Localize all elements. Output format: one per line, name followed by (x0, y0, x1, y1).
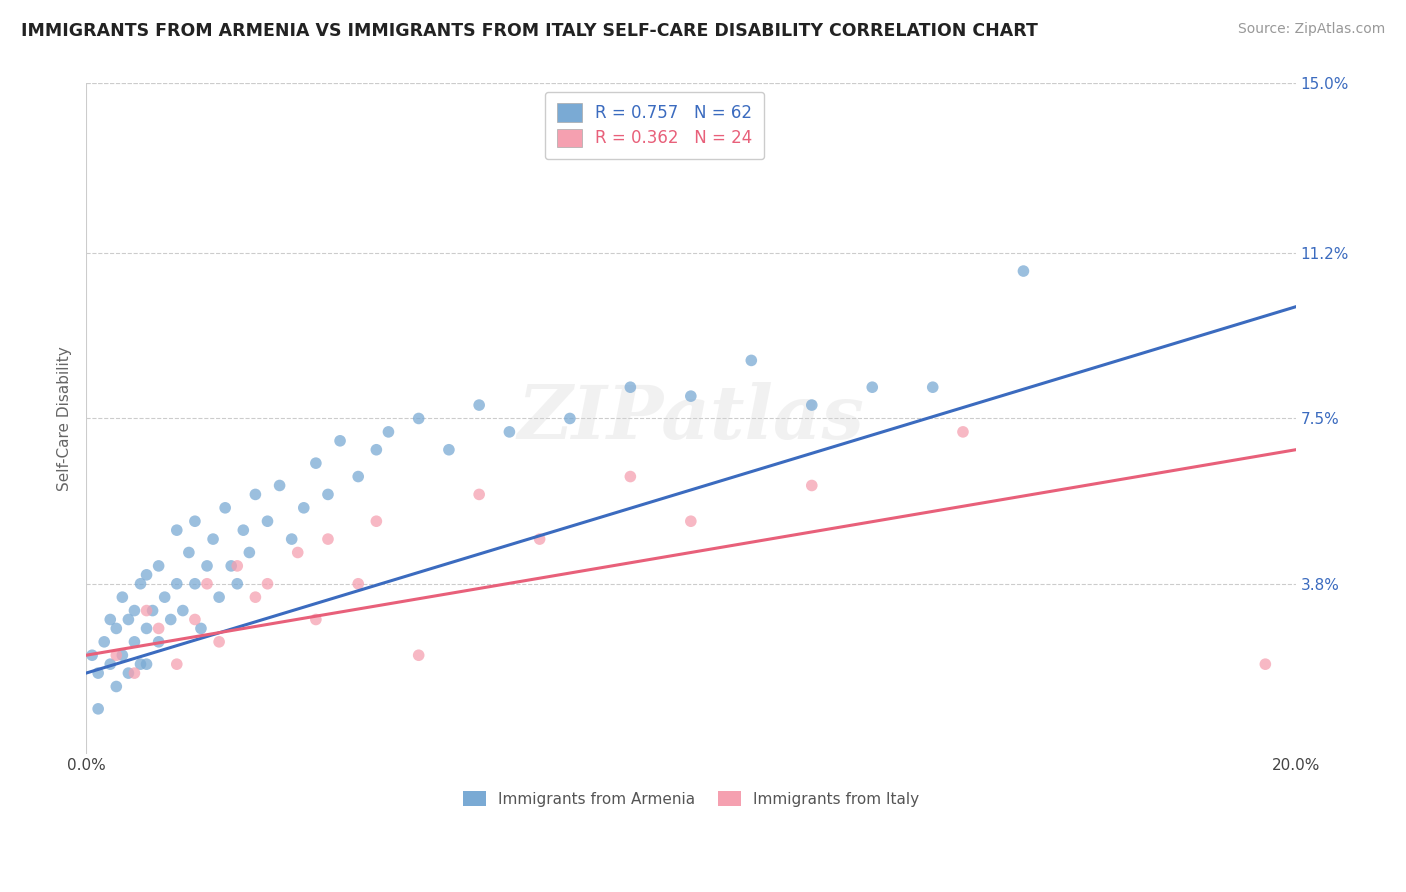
Point (148, 635, 170, 649)
Point (316, 532, 339, 546)
Point (740, 353, 762, 368)
Point (124, 635, 146, 649)
Point (148, 622, 170, 636)
Point (219, 558, 242, 573)
Point (226, 576, 249, 591)
Point (558, 411, 581, 425)
Point (269, 478, 291, 492)
Point (117, 666, 139, 681)
Point (166, 576, 188, 591)
Point (184, 514, 207, 528)
Point (129, 576, 152, 591)
Point (105, 648, 128, 663)
Point (437, 442, 460, 457)
Point (87, 666, 110, 681)
Point (153, 590, 176, 604)
Text: ZIPatlas: ZIPatlas (517, 383, 865, 455)
Point (129, 657, 152, 672)
Point (377, 425, 399, 439)
Point (82, 648, 104, 663)
Point (124, 666, 146, 681)
Point (408, 411, 430, 425)
Point (111, 590, 134, 604)
Point (135, 657, 157, 672)
Point (87, 702, 110, 716)
Point (800, 478, 823, 492)
Point (124, 603, 146, 617)
Point (287, 545, 309, 559)
Point (214, 500, 236, 515)
Point (347, 576, 370, 591)
Point (952, 425, 974, 439)
Point (256, 514, 278, 528)
Point (105, 680, 128, 694)
Point (117, 613, 139, 627)
Point (800, 398, 823, 412)
Point (172, 603, 194, 617)
Point (166, 657, 188, 672)
Point (408, 648, 430, 663)
Point (245, 487, 267, 501)
Point (195, 576, 218, 591)
Point (292, 500, 315, 515)
Point (142, 603, 165, 617)
Point (111, 648, 134, 663)
Point (860, 380, 883, 394)
Point (921, 380, 943, 394)
Point (98, 657, 121, 672)
Point (366, 514, 388, 528)
Point (245, 590, 267, 604)
Text: IMMIGRANTS FROM ARMENIA VS IMMIGRANTS FROM ITALY SELF-CARE DISABILITY CORRELATIO: IMMIGRANTS FROM ARMENIA VS IMMIGRANTS FR… (21, 22, 1038, 40)
Point (529, 532, 551, 546)
Point (184, 613, 207, 627)
Point (679, 514, 702, 528)
Point (256, 576, 278, 591)
Point (619, 380, 641, 394)
Point (98, 613, 121, 627)
Point (347, 469, 370, 483)
Point (329, 434, 352, 448)
Point (238, 545, 260, 559)
Point (498, 425, 520, 439)
Point (619, 469, 641, 483)
Point (679, 389, 702, 403)
Point (159, 613, 181, 627)
Point (202, 532, 225, 546)
Point (135, 622, 157, 636)
Point (105, 622, 128, 636)
Point (1012, 264, 1035, 278)
Point (1254, 657, 1277, 672)
Point (208, 635, 231, 649)
Text: Source: ZipAtlas.com: Source: ZipAtlas.com (1237, 22, 1385, 37)
Point (135, 603, 157, 617)
Legend: Immigrants from Armenia, Immigrants from Italy: Immigrants from Armenia, Immigrants from… (457, 785, 925, 813)
Point (166, 523, 188, 537)
Point (468, 398, 491, 412)
Point (190, 622, 212, 636)
Point (305, 613, 328, 627)
Point (195, 558, 218, 573)
Point (93, 635, 115, 649)
Y-axis label: Self-Care Disability: Self-Care Disability (58, 346, 72, 491)
Point (316, 487, 339, 501)
Point (280, 532, 302, 546)
Point (366, 442, 388, 457)
Point (468, 487, 491, 501)
Point (208, 590, 231, 604)
Point (177, 545, 200, 559)
Point (148, 558, 170, 573)
Point (305, 456, 328, 470)
Point (184, 576, 207, 591)
Point (232, 523, 254, 537)
Point (135, 567, 157, 582)
Point (226, 558, 249, 573)
